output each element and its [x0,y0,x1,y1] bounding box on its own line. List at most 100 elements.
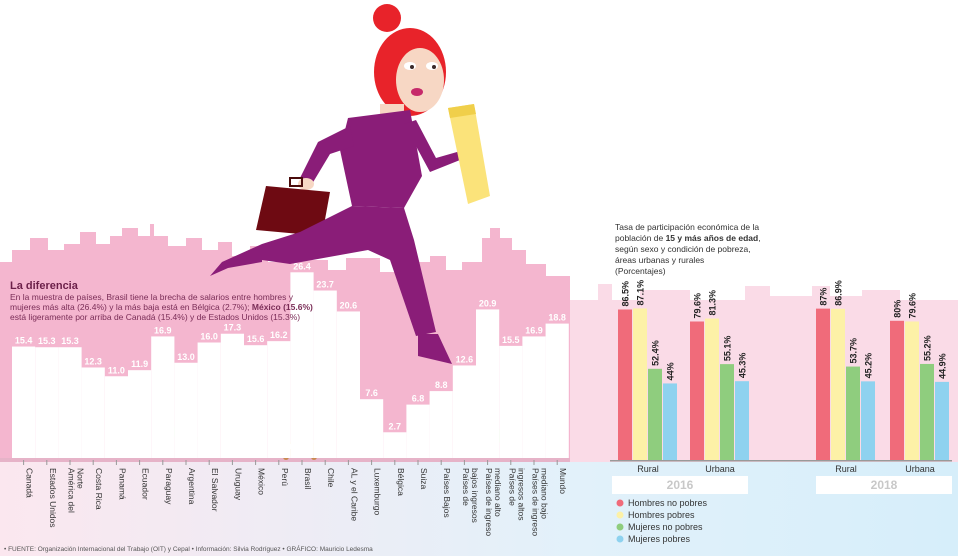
legend-label: Hombres pobres [628,510,695,520]
gap-tick [440,460,442,465]
participation-value-label: 79.6% [693,293,703,319]
gap-category-text: Panamá [117,468,127,500]
participation-title-line-2: población de 15 y más años de edad, [615,233,761,243]
gap-bar [35,347,59,458]
gap-category-text: Paraguay [164,468,174,505]
gap-category-text: Mundo [558,468,568,494]
gap-tick [115,460,117,465]
gap-tick [231,460,233,465]
gap-bar [522,336,546,458]
participation-value-label: 79.6% [908,293,918,319]
gap-tick [69,460,71,465]
participation-bar [720,364,734,460]
gap-bar [290,272,314,458]
gap-tick [46,460,48,465]
gap-tick [301,460,303,465]
participation-area-label: Rural [637,464,659,474]
participation-title-line-5: (Porcentajes) [615,266,666,276]
gap-bar-chart: 15.4 15.3 15.3 12.3 11.0 11.9 16.9 13.0 16.0 17.3… [12,261,569,458]
gap-tick [347,460,349,465]
gap-category-label: Luxemburgo [373,468,383,516]
gap-value-label: 8.8 [435,380,448,390]
participation-axis [610,460,952,462]
participation-value-label: 81.3% [708,290,718,316]
year-label: 2016 [667,478,694,492]
participation-value-label: 55.1% [723,336,733,362]
gap-tick [278,460,280,465]
gap-bar [429,391,453,458]
gap-category-label: Paraguay [164,468,174,505]
gap-value-label: 2.7 [389,421,402,431]
participation-bar-chart: 86.5% 87.1% 52.4% 44% Rural 79.6% 81.3% 55.1% 45… [610,280,952,494]
gap-bar [220,333,244,458]
gap-bar [452,365,476,458]
participation-bar [846,366,860,460]
gap-category-text: Suiza [419,468,429,490]
gap-category-labels: Canadá Estados Unidos América del Norte Cost… [25,468,569,536]
gap-bar [197,342,221,458]
gap-category-label: Ecuador [141,468,151,500]
gap-value-label: 26.4 [293,261,311,271]
gap-category-label: Países Bajos [442,468,452,518]
gap-category-text: Canadá [25,468,35,498]
legend-swatch [616,499,624,507]
participation-bar [648,368,662,460]
gap-category-label: Países de bajos ingresos [461,468,480,523]
gap-bar [545,323,569,458]
gap-tick [487,460,489,465]
gap-category-text: Luxemburgo [373,468,383,516]
gap-category-text: El Salvador [210,468,220,512]
gap-category-text: Brasil [303,468,313,489]
gap-bar [12,346,36,458]
gap-value-label: 6.8 [412,394,425,404]
gap-tick [417,460,419,465]
legend-label: Mujeres pobres [628,534,691,544]
intro-line-1: En la muestra de países, Brasil tiene la… [10,292,294,302]
participation-bar [890,320,904,460]
gap-bar [58,347,82,458]
gap-category-text: Uruguay [233,468,243,501]
intro-title: La diferencia [10,280,79,292]
gap-value-label: 13.0 [177,352,195,362]
participation-value-label: 45.2% [864,353,874,379]
participation-title-line-2c: , [758,233,760,243]
intro-line-2b: México (15.6%) [252,302,313,312]
gap-value-label: 15.4 [15,336,33,346]
gap-bar [336,311,360,458]
gap-category-label: Argentina [187,468,197,505]
participation-bar [831,308,845,460]
participation-value-label: 44.9% [938,353,948,379]
gap-bar [81,367,105,458]
participation-bar [920,363,934,460]
participation-bar [905,321,919,460]
intro-line-2: mujeres más alta (26.4%) y la más baja e… [10,302,313,312]
gap-value-label: 18.8 [548,313,566,323]
intro-text: La diferencia En la muestra de países, B… [10,280,313,322]
gap-value-label: 16.9 [525,325,543,335]
participation-title-line-2a: población de [615,233,666,243]
gap-category-label: Países de ingreso mediano bajo [531,468,550,536]
gap-tick [394,460,396,465]
gap-bar [151,336,175,458]
gap-tick [533,460,535,465]
gap-category-label: Uruguay [233,468,243,501]
gap-bar [406,404,430,458]
gap-value-label: 20.9 [479,298,497,308]
participation-value-label: 53.7% [849,338,859,364]
year-band [612,476,748,494]
gap-value-label: 15.6 [247,334,265,344]
participation-bar [705,318,719,460]
participation-value-label: 44% [666,362,676,380]
participation-area-label: Rural [835,464,857,474]
ground-band [0,462,958,556]
gap-value-label: 16.2 [270,330,288,340]
participation-value-label: 80% [893,300,903,318]
gap-bar [128,370,152,458]
gap-category-text: AL y el Caribe [349,468,359,521]
legend-swatch [616,523,624,531]
gap-category-text: Perú [280,468,290,486]
year-label: 2018 [871,478,898,492]
gap-value-label: 11.0 [108,365,125,375]
gap-tick [208,460,210,465]
